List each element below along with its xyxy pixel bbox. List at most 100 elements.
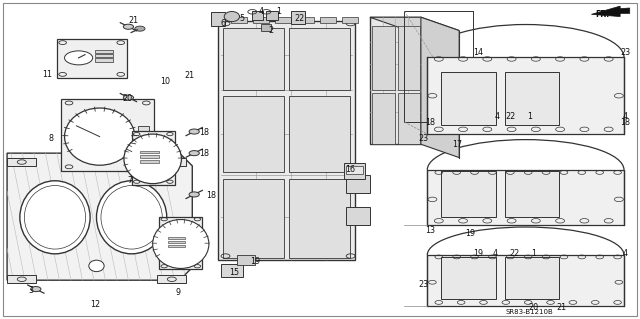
Polygon shape bbox=[218, 21, 355, 260]
Text: 4: 4 bbox=[493, 249, 498, 258]
Ellipse shape bbox=[89, 260, 104, 271]
Bar bbox=[237, 255, 255, 265]
Bar bbox=[95, 50, 113, 53]
Circle shape bbox=[31, 286, 41, 292]
Text: 20: 20 bbox=[122, 94, 132, 103]
Bar bbox=[291, 11, 305, 24]
Text: 18: 18 bbox=[425, 117, 435, 127]
Bar bbox=[428, 57, 624, 134]
Bar bbox=[261, 24, 271, 31]
Polygon shape bbox=[7, 153, 192, 280]
Text: 12: 12 bbox=[90, 300, 100, 309]
Ellipse shape bbox=[224, 11, 239, 22]
Bar bbox=[346, 175, 370, 193]
Text: 18: 18 bbox=[620, 117, 630, 127]
Bar bbox=[157, 275, 186, 283]
Text: 17: 17 bbox=[452, 140, 462, 149]
Text: 23: 23 bbox=[620, 48, 630, 57]
Bar bbox=[275, 17, 291, 23]
Text: 21: 21 bbox=[184, 71, 194, 80]
Ellipse shape bbox=[97, 181, 167, 254]
Text: 18: 18 bbox=[199, 149, 209, 158]
Circle shape bbox=[124, 95, 134, 100]
Bar bbox=[140, 151, 159, 153]
Text: 18: 18 bbox=[207, 190, 216, 200]
Text: 6: 6 bbox=[220, 19, 225, 28]
Bar bbox=[61, 99, 154, 171]
Text: 22: 22 bbox=[505, 112, 515, 121]
Bar bbox=[428, 170, 624, 225]
Text: 1: 1 bbox=[531, 249, 536, 258]
Bar bbox=[168, 241, 184, 243]
Ellipse shape bbox=[20, 181, 90, 254]
Ellipse shape bbox=[153, 219, 209, 269]
Bar bbox=[505, 171, 559, 217]
Text: 21: 21 bbox=[129, 16, 139, 25]
Bar bbox=[223, 96, 284, 172]
Bar bbox=[230, 17, 246, 23]
Bar bbox=[428, 255, 624, 306]
Bar bbox=[342, 17, 358, 23]
Text: 23: 23 bbox=[419, 279, 429, 288]
Ellipse shape bbox=[124, 134, 181, 184]
Ellipse shape bbox=[65, 108, 135, 165]
Bar bbox=[370, 17, 421, 144]
Text: 4: 4 bbox=[259, 7, 264, 16]
Circle shape bbox=[189, 192, 199, 197]
Bar bbox=[442, 72, 495, 124]
Bar bbox=[372, 93, 395, 144]
Text: 16: 16 bbox=[346, 165, 356, 174]
Text: 1: 1 bbox=[276, 7, 281, 16]
Bar bbox=[7, 275, 36, 283]
Text: 11: 11 bbox=[42, 70, 52, 79]
Polygon shape bbox=[370, 17, 460, 31]
Text: 22: 22 bbox=[294, 14, 305, 23]
Text: FR.: FR. bbox=[595, 10, 609, 19]
Bar bbox=[252, 11, 263, 20]
Bar bbox=[223, 179, 284, 258]
Text: 19: 19 bbox=[250, 257, 260, 266]
Bar bbox=[505, 72, 559, 124]
Ellipse shape bbox=[101, 186, 163, 249]
Bar bbox=[289, 28, 350, 90]
Text: 7: 7 bbox=[128, 176, 133, 185]
Bar bbox=[57, 40, 127, 78]
Bar bbox=[168, 245, 184, 247]
Bar bbox=[344, 163, 365, 179]
Text: 5: 5 bbox=[239, 14, 244, 23]
Text: 20: 20 bbox=[529, 303, 539, 312]
Polygon shape bbox=[591, 6, 630, 17]
Bar bbox=[372, 26, 395, 90]
Bar bbox=[95, 58, 113, 62]
Text: 4: 4 bbox=[623, 112, 628, 121]
Bar bbox=[253, 17, 269, 23]
Text: 3: 3 bbox=[29, 286, 34, 295]
Polygon shape bbox=[421, 17, 460, 158]
Bar bbox=[320, 17, 336, 23]
Bar bbox=[138, 142, 150, 150]
Circle shape bbox=[189, 129, 199, 134]
Bar bbox=[157, 158, 186, 166]
Bar bbox=[159, 217, 202, 269]
Bar bbox=[138, 126, 150, 134]
Circle shape bbox=[124, 24, 134, 29]
Text: 4: 4 bbox=[623, 249, 628, 258]
Text: 15: 15 bbox=[228, 268, 239, 277]
Text: 18: 18 bbox=[199, 128, 209, 137]
Text: 13: 13 bbox=[425, 226, 435, 235]
Text: 21: 21 bbox=[556, 303, 566, 312]
Bar bbox=[140, 160, 159, 163]
Bar bbox=[398, 93, 420, 144]
Bar bbox=[95, 54, 113, 57]
Text: 22: 22 bbox=[509, 249, 520, 258]
Bar bbox=[7, 158, 36, 166]
Circle shape bbox=[189, 151, 199, 156]
Bar bbox=[221, 264, 243, 277]
Bar bbox=[168, 237, 184, 239]
Ellipse shape bbox=[24, 186, 86, 249]
Bar bbox=[140, 155, 159, 158]
Bar bbox=[346, 207, 370, 225]
Text: 19: 19 bbox=[465, 229, 475, 238]
Bar bbox=[298, 17, 314, 23]
Bar bbox=[398, 26, 420, 90]
